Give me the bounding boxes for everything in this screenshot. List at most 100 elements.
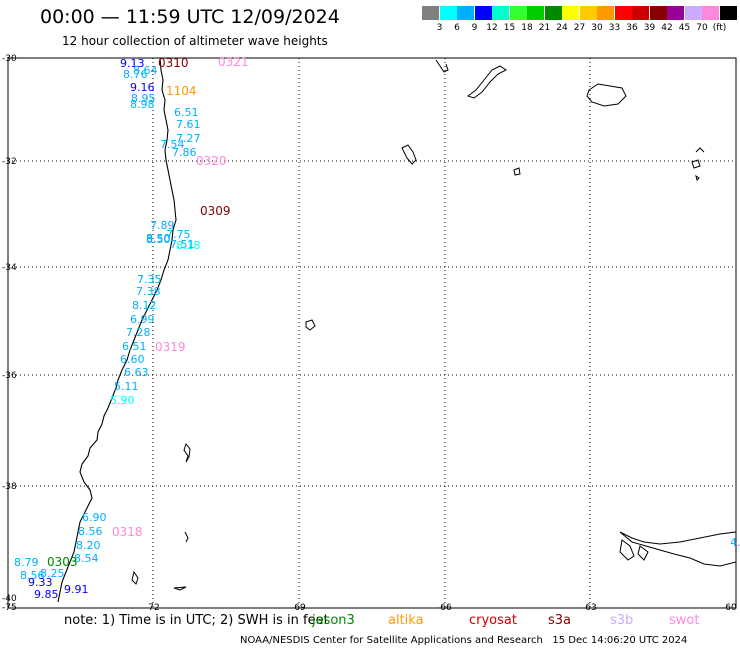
latitude-label: -40 <box>2 594 17 604</box>
color-scale-label: 39 <box>643 23 656 33</box>
wave-height-value: 8.50 <box>146 232 171 245</box>
wave-height-value: 5.90 <box>110 394 135 407</box>
satellite-legend-item: s3a <box>548 613 572 628</box>
island <box>183 442 191 463</box>
color-scale-label: (ft) <box>712 23 727 33</box>
wave-height-value: 8.95 <box>131 92 156 105</box>
color-scale-label: 3 <box>436 23 443 33</box>
wave-height-value: 7.75 <box>166 228 191 241</box>
color-scale-label: 42 <box>661 23 673 33</box>
color-scale-label: 27 <box>573 23 586 33</box>
wave-height-value: 7.38 <box>136 285 161 298</box>
coastline <box>466 65 507 99</box>
wave-height-value: 7.89 <box>150 219 175 232</box>
latitude-label: -36 <box>2 371 17 381</box>
pass-time-label: 0303 <box>47 555 78 569</box>
pass-time-label: 0320 <box>196 154 227 168</box>
island <box>131 570 139 585</box>
wave-height-value: 4. <box>730 536 740 549</box>
color-scale-swatch <box>474 6 492 20</box>
island <box>637 545 649 561</box>
wave-height-value: 7.54 <box>160 138 185 151</box>
color-scale-label: 33 <box>608 23 621 33</box>
color-scale-swatch <box>719 6 737 20</box>
color-scale-swatch <box>509 6 527 20</box>
color-scale-swatch <box>422 6 439 20</box>
latitude-label: -34 <box>2 263 17 273</box>
island <box>695 174 700 181</box>
wave-height-value: 8.76 <box>123 68 148 81</box>
latitude-label: -30 <box>2 54 17 64</box>
island <box>184 531 189 543</box>
pass-time-label: 1104 <box>166 84 197 98</box>
wave-height-value: 8.20 <box>76 539 101 552</box>
satellite-legend-item: jason3 <box>312 613 355 628</box>
pass-time-labels: 0310 1104 0321 0320 0309 0319 0318 0303 <box>47 55 249 569</box>
wave-height-value: 6.60 <box>120 353 145 366</box>
island <box>173 586 187 591</box>
wave-height-value: 9.91 <box>64 583 89 596</box>
footer-note: note: 1) Time is in UTC; 2) SWH is in fe… <box>64 613 329 628</box>
wave-height-value: 7.61 <box>176 118 201 131</box>
pass-time-label: 0309 <box>200 204 231 218</box>
color-scale-label: 9 <box>471 23 478 33</box>
latitude-label: -32 <box>2 157 17 167</box>
longitude-label: -66 <box>437 603 452 612</box>
longitude-label: -72 <box>145 603 160 612</box>
credit-org: NOAA/NESDIS Center for Satellite Applica… <box>240 635 543 646</box>
wave-height-value: 8.50 <box>146 233 171 246</box>
color-scale-swatch <box>614 6 632 20</box>
wave-height-value: 9.85 <box>34 588 59 601</box>
longitude-label: -63 <box>582 603 597 612</box>
graticule: -30 -32 -34 -36 -38 -40-75 -72 -69 -66 -63 -60 <box>2 54 737 612</box>
color-scale-label: 24 <box>556 23 568 33</box>
wave-height-value: 6.51 <box>174 106 199 119</box>
color-scale-swatch <box>457 6 474 20</box>
wave-height-map: -30 -32 -34 -36 -38 -40-75 -72 -69 -66 -63 -60 9.1… <box>2 54 740 612</box>
credit-timestamp: 15 Dec 14:06:20 UTC 2024 <box>552 635 688 646</box>
color-scale-swatch <box>667 6 684 20</box>
wave-height-value: 8.18 <box>176 239 201 252</box>
color-scale-swatch <box>439 6 457 20</box>
wave-height-value: 8.25 <box>40 567 65 580</box>
wave-height-value: 6.99 <box>130 313 155 326</box>
island <box>691 159 701 169</box>
color-scale-label: 70 <box>696 23 708 33</box>
wave-height-value: 8.12 <box>132 299 157 312</box>
satellite-legend-item: altika <box>388 613 424 628</box>
color-scale-swatch <box>579 6 597 20</box>
wave-height-value: 8.54 <box>74 552 99 565</box>
island <box>435 59 449 73</box>
satellite-legend-item: cryosat <box>469 613 517 628</box>
wave-height-value: 7.51 <box>170 238 195 251</box>
wave-height-value: 6.51 <box>122 340 147 353</box>
wave-height-value: 7.86 <box>172 146 197 159</box>
map-frame <box>7 57 737 609</box>
longitude-label: -69 <box>291 603 306 612</box>
color-scale-label: 12 <box>486 23 498 33</box>
pass-time-label: 0319 <box>155 340 186 354</box>
color-scale-swatch <box>649 6 667 20</box>
wave-height-value: 8.56 <box>20 569 45 582</box>
longitude-label: -75 <box>2 603 17 612</box>
longitude-label: -60 <box>722 603 737 612</box>
color-scale-swatch <box>544 6 562 20</box>
satellite-legend-item: s3b <box>610 613 634 628</box>
credit-line: NOAA/NESDIS Center for Satellite Applica… <box>240 635 687 646</box>
color-scale-label: 36 <box>626 23 638 33</box>
latitude-label: -38 <box>2 482 17 492</box>
color-scale-label: 45 <box>678 23 691 33</box>
color-scale-swatch <box>702 6 719 20</box>
wave-height-value: 7.28 <box>126 326 151 339</box>
coastline <box>695 147 705 153</box>
wave-height-value: 5.11 <box>114 380 139 393</box>
map-title: 00:00 — 11:59 UTC 12/09/2024 <box>40 6 340 28</box>
island <box>619 539 635 561</box>
wave-height-readings: 9.138.768.649.168.958.986.517.617.277.54… <box>14 57 740 601</box>
wave-height-value: 8.98 <box>130 98 155 111</box>
coastline <box>619 531 737 567</box>
wave-height-value: 8.56 <box>78 525 103 538</box>
satellite-legend-item: swot <box>669 613 700 628</box>
color-scale-swatch <box>492 6 509 20</box>
color-scale-label: 15 <box>503 23 516 33</box>
